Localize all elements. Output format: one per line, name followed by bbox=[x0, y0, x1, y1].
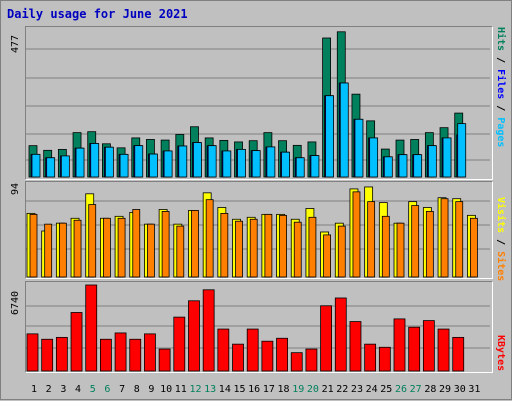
kbytes-bar-29 bbox=[437, 328, 450, 372]
pages-bar-8 bbox=[134, 145, 144, 178]
sites-bar-3 bbox=[58, 222, 67, 278]
kbytes-bar-18 bbox=[276, 337, 288, 372]
kbytes-bar-3 bbox=[55, 336, 68, 372]
pages-bar-16 bbox=[251, 150, 261, 178]
sites-bar-30 bbox=[455, 201, 464, 278]
kbytes-bar-6 bbox=[100, 338, 112, 372]
sites-bar-20 bbox=[308, 216, 317, 278]
sites-bar-21 bbox=[323, 234, 332, 278]
kbytes-bar-24 bbox=[364, 343, 377, 372]
kbytes-bar-20 bbox=[305, 348, 318, 372]
sites-bar-6 bbox=[103, 217, 111, 278]
pages-bar-10 bbox=[163, 150, 173, 178]
kbytes-bar-11 bbox=[173, 316, 186, 372]
sites-bar-11 bbox=[176, 225, 185, 278]
sites-bar-12 bbox=[191, 210, 199, 278]
kbytes-bar-16 bbox=[246, 328, 259, 372]
pages-bar-29 bbox=[442, 137, 452, 178]
pages-bar-17 bbox=[266, 146, 276, 178]
pages-bar-27 bbox=[413, 154, 423, 178]
kbytes-bar-8 bbox=[129, 338, 142, 372]
pages-bar-9 bbox=[149, 153, 158, 178]
pages-bar-22 bbox=[339, 82, 349, 178]
pages-bar-21 bbox=[325, 95, 335, 178]
kbytes-bar-10 bbox=[158, 348, 171, 372]
pages-bar-19 bbox=[295, 157, 305, 178]
kbytes-bar-13 bbox=[202, 289, 215, 372]
sites-bar-5 bbox=[88, 204, 97, 278]
pages-bar-24 bbox=[369, 137, 379, 178]
sites-bar-31 bbox=[469, 217, 478, 278]
kbytes-bar-21 bbox=[320, 305, 333, 372]
pages-bar-30 bbox=[457, 123, 467, 178]
pages-bar-6 bbox=[105, 146, 114, 178]
sites-bar-9 bbox=[147, 223, 155, 278]
kbytes-bar-25 bbox=[378, 346, 391, 372]
kbytes-bar-9 bbox=[144, 333, 156, 372]
sites-bar-1 bbox=[29, 213, 38, 278]
pages-bar-4 bbox=[75, 147, 85, 178]
graph-title: Daily usage for June 2021 bbox=[7, 7, 188, 21]
kbytes-bar-30 bbox=[452, 336, 465, 372]
kbytes-bar-2 bbox=[41, 338, 54, 372]
kbytes-bar-19 bbox=[290, 352, 303, 372]
kbytes-bar-4 bbox=[70, 312, 83, 372]
sites-bar-29 bbox=[440, 198, 449, 278]
pages-bar-11 bbox=[178, 145, 188, 178]
sites-bar-18 bbox=[279, 214, 287, 278]
sites-bar-26 bbox=[396, 222, 405, 278]
sites-bar-13 bbox=[205, 199, 214, 278]
kbytes-bar-1 bbox=[26, 333, 39, 372]
pages-bar-18 bbox=[281, 151, 290, 178]
sites-bar-19 bbox=[293, 221, 302, 278]
sites-bar-17 bbox=[264, 213, 273, 278]
sites-bar-8 bbox=[132, 209, 141, 278]
sites-bar-24 bbox=[367, 201, 376, 278]
sites-bar-22 bbox=[337, 225, 346, 278]
kbytes-bar-7 bbox=[114, 332, 127, 372]
pages-bar-5 bbox=[90, 143, 100, 178]
pages-bar-15 bbox=[237, 148, 246, 178]
sites-bar-27 bbox=[411, 205, 420, 278]
kbytes-bar-5 bbox=[85, 284, 98, 372]
pages-bar-3 bbox=[60, 155, 70, 178]
sites-bar-7 bbox=[117, 217, 126, 278]
pages-bar-13 bbox=[207, 145, 217, 178]
pages-bar-1 bbox=[31, 153, 41, 178]
kbytes-bar-27 bbox=[408, 326, 421, 372]
pages-bar-2 bbox=[46, 157, 56, 178]
sites-bar-28 bbox=[425, 211, 434, 278]
pages-bar-12 bbox=[193, 142, 202, 178]
sites-bar-2 bbox=[44, 223, 53, 278]
pages-bar-28 bbox=[427, 145, 437, 178]
kbytes-bar-26 bbox=[393, 318, 406, 372]
kbytes-bar-15 bbox=[232, 343, 244, 372]
sites-bar-4 bbox=[73, 219, 82, 278]
pages-bar-14 bbox=[222, 150, 232, 178]
pages-bar-25 bbox=[383, 156, 393, 178]
kbytes-bar-14 bbox=[217, 328, 230, 372]
pages-bar-26 bbox=[398, 154, 408, 178]
sites-bar-15 bbox=[235, 220, 243, 278]
kbytes-bar-28 bbox=[422, 320, 435, 372]
sites-bar-25 bbox=[381, 215, 390, 278]
pages-bar-7 bbox=[119, 153, 129, 178]
pages-bar-23 bbox=[354, 118, 364, 178]
sites-bar-10 bbox=[161, 211, 170, 278]
sites-bar-16 bbox=[249, 218, 258, 278]
kbytes-bar-22 bbox=[334, 297, 347, 372]
pages-bar-20 bbox=[310, 155, 320, 178]
kbytes-bar-17 bbox=[261, 340, 274, 372]
sites-bar-14 bbox=[220, 212, 229, 278]
kbytes-bar-12 bbox=[188, 300, 200, 372]
sites-bar-23 bbox=[352, 191, 361, 278]
kbytes-bar-23 bbox=[349, 321, 362, 372]
